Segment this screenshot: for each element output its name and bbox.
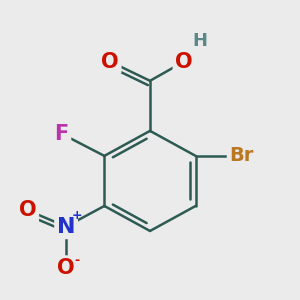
Text: O: O — [101, 52, 119, 72]
Text: O: O — [19, 200, 37, 220]
Text: O: O — [57, 258, 75, 278]
Text: H: H — [193, 32, 208, 50]
Text: Br: Br — [229, 146, 254, 165]
Text: +: + — [72, 209, 83, 222]
Text: O: O — [175, 52, 193, 72]
Text: N: N — [57, 217, 75, 237]
Text: -: - — [75, 254, 80, 267]
Text: F: F — [55, 124, 69, 144]
